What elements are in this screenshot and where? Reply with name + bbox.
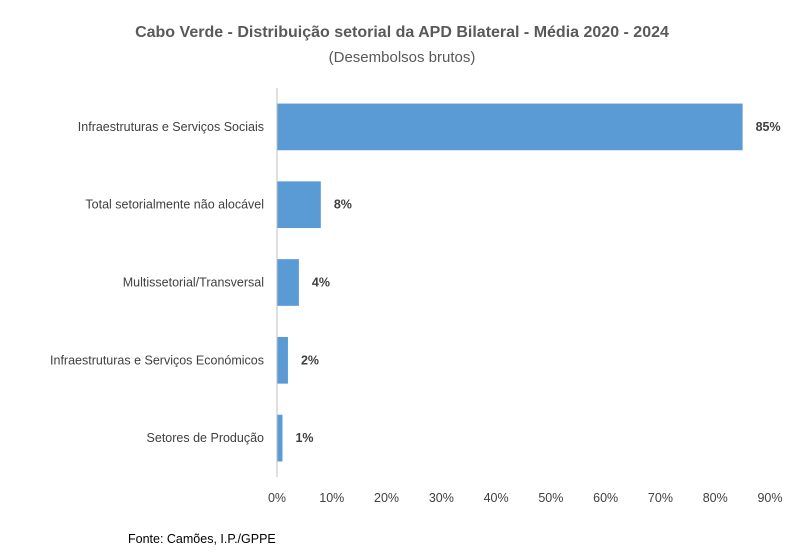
x-tick-label: 70%	[648, 491, 673, 505]
category-label: Total setorialmente não alocável	[85, 198, 264, 212]
x-tick-label: 0%	[268, 491, 286, 505]
category-label: Setores de Produção	[147, 431, 264, 445]
x-tick-label: 60%	[593, 491, 618, 505]
bar	[277, 103, 743, 151]
bar	[277, 259, 299, 306]
chart-subtitle: (Desembolsos brutos)	[329, 49, 476, 66]
x-tick-label: 80%	[703, 491, 728, 505]
chart-title: Cabo Verde - Distribuição setorial da AP…	[135, 24, 669, 41]
data-label: 4%	[312, 276, 330, 290]
x-tick-label: 50%	[538, 491, 563, 505]
category-label: Infraestruturas e Serviços Económicos	[50, 353, 264, 367]
data-label: 85%	[756, 120, 781, 134]
x-tick-label: 90%	[757, 491, 782, 505]
bar	[277, 414, 283, 462]
bar	[277, 336, 288, 384]
x-tick-label: 10%	[319, 491, 344, 505]
source-note: Fonte: Camões, I.P./GPPE	[128, 532, 276, 546]
category-label: Multissetorial/Transversal	[123, 276, 264, 290]
x-tick-label: 40%	[484, 491, 509, 505]
data-label: 2%	[301, 353, 319, 367]
data-label: 8%	[334, 198, 352, 212]
bar	[277, 181, 321, 229]
x-tick-label: 30%	[429, 491, 454, 505]
category-label: Infraestruturas e Serviços Sociais	[78, 120, 264, 134]
data-label: 1%	[295, 431, 313, 445]
x-tick-label: 20%	[374, 491, 399, 505]
